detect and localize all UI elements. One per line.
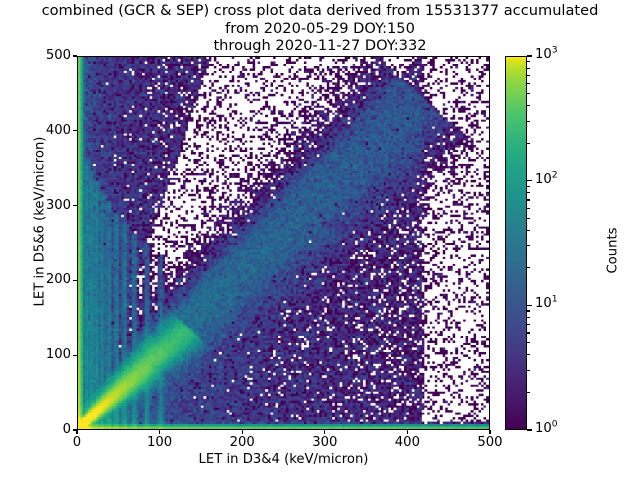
x-tick-mark (324, 430, 326, 434)
plot-axes (77, 56, 490, 430)
y-tick-label: 300 (45, 197, 71, 213)
colorbar-minor-tick (527, 316, 531, 318)
y-tick-mark (73, 130, 77, 132)
colorbar-minor-tick (527, 74, 531, 76)
colorbar-minor-tick (527, 354, 531, 356)
colorbar-minor-tick (527, 105, 531, 107)
y-tick-mark (73, 55, 77, 57)
colorbar-minor-tick (527, 217, 531, 219)
title-line-2: from 2020-05-29 DOY:150 (225, 19, 415, 37)
x-tick-label: 400 (394, 435, 420, 450)
y-axis-label: LET in D5&6 (keV/micron) (32, 136, 48, 307)
title-line-3: through 2020-11-27 DOY:332 (213, 37, 427, 54)
colorbar-minor-tick (527, 61, 531, 63)
y-tick-mark (73, 429, 77, 431)
colorbar-tick-label: 100 (535, 418, 558, 436)
colorbar-minor-tick (527, 342, 531, 344)
colorbar-minor-tick (527, 369, 531, 372)
colorbar-minor-tick (527, 92, 531, 95)
x-tick-mark (489, 430, 491, 434)
colorbar-minor-tick (527, 185, 531, 187)
x-tick-label: 300 (312, 435, 338, 450)
colorbar-major-tick (527, 180, 533, 182)
colorbar-minor-tick (527, 83, 531, 85)
y-tick-mark (73, 205, 77, 207)
colorbar-tick-label: 103 (535, 44, 558, 62)
colorbar-minor-tick (527, 310, 531, 312)
colorbar-tick-label: 102 (535, 169, 558, 187)
scatter-density-plot (78, 57, 489, 429)
colorbar-minor-tick (527, 142, 531, 144)
colorbar-minor-tick (527, 207, 531, 209)
colorbar-minor-tick (527, 332, 531, 334)
y-tick-label: 200 (45, 272, 71, 288)
colorbar-minor-tick (527, 199, 531, 201)
title-line-1: combined (GCR & SEP) cross plot data der… (41, 2, 599, 19)
y-tick-label: 400 (45, 122, 71, 138)
x-tick-mark (159, 430, 161, 434)
colorbar-minor-tick (527, 324, 531, 326)
x-tick-label: 500 (477, 435, 503, 450)
y-tick-label: 500 (45, 48, 71, 63)
colorbar-minor-tick (527, 391, 531, 393)
x-tick-mark (76, 430, 78, 434)
colorbar-major-tick (527, 429, 533, 431)
x-axis-label: LET in D3&4 (keV/micron) (198, 452, 369, 467)
x-tick-label: 100 (147, 435, 173, 450)
y-tick-label: 100 (45, 347, 71, 363)
colorbar-major-tick (527, 55, 533, 57)
colorbar-minor-tick (527, 120, 531, 122)
colorbar-minor-tick (527, 67, 531, 69)
y-tick-label: 0 (62, 422, 71, 437)
colorbar-minor-tick (527, 245, 531, 247)
x-tick-label: 200 (229, 435, 255, 450)
y-tick-mark (73, 354, 77, 356)
colorbar-title: Counts (605, 227, 621, 274)
colorbar-minor-tick (527, 267, 531, 269)
plot-title: combined (GCR & SEP) cross plot data der… (0, 2, 640, 55)
x-tick-mark (241, 430, 243, 434)
colorbar-gradient (505, 56, 527, 430)
colorbar-tick-label: 101 (535, 293, 558, 312)
y-tick-mark (73, 279, 77, 281)
colorbar-minor-tick (527, 192, 531, 194)
colorbar-major-tick (527, 304, 533, 306)
x-tick-label: 0 (72, 435, 82, 450)
x-tick-mark (406, 430, 408, 434)
colorbar-minor-tick (527, 229, 531, 231)
